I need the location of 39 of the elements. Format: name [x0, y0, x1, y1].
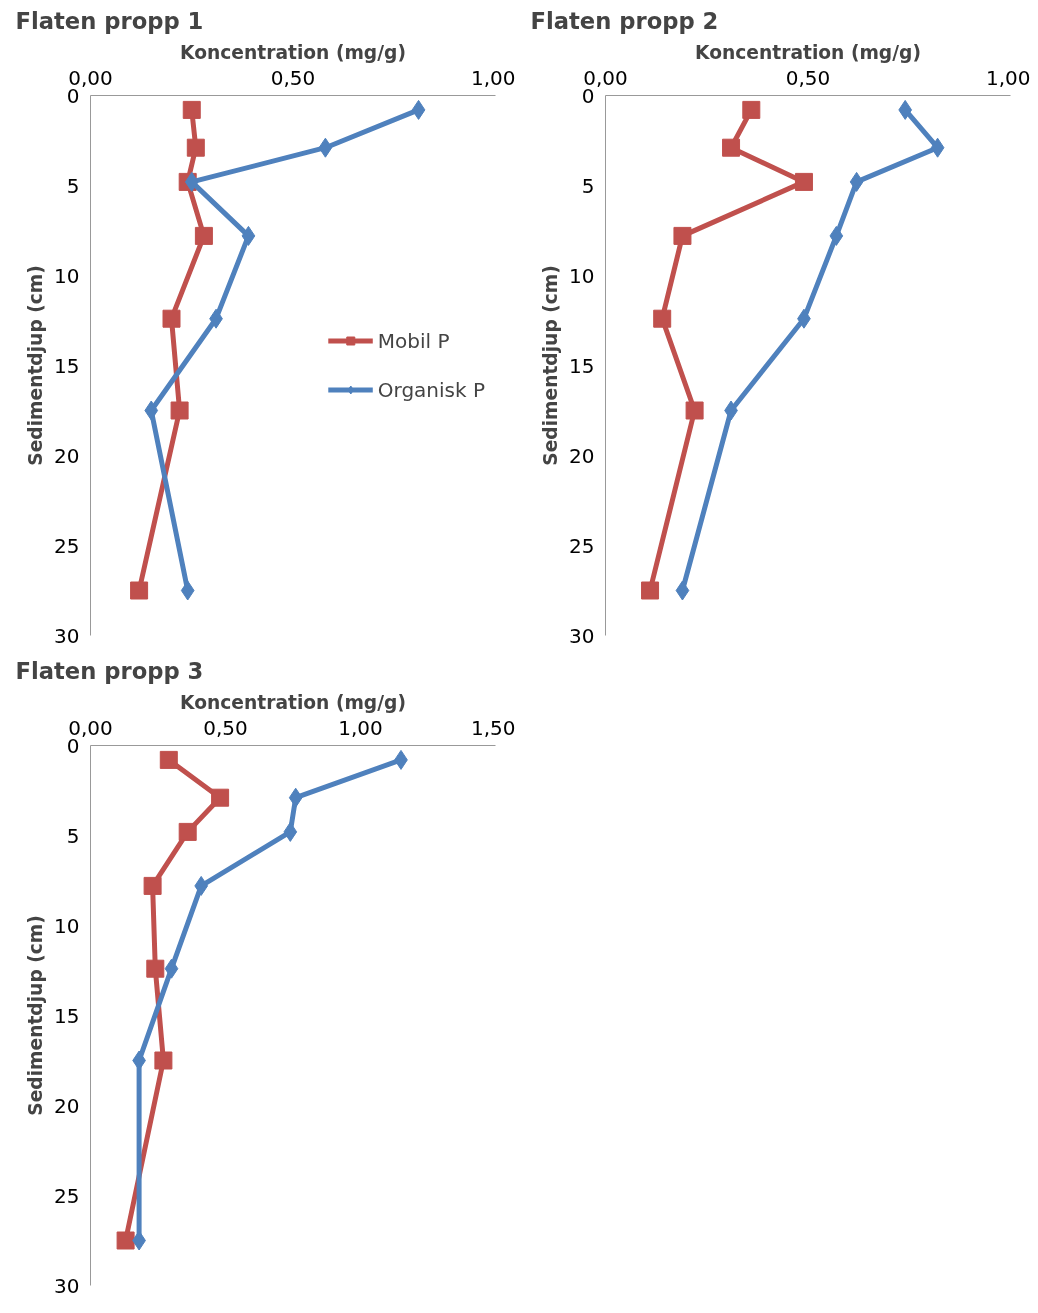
chart-title: Flaten propp 2 [530, 7, 719, 34]
y-tick-label: 5 [66, 823, 80, 848]
y-tick-label: 5 [581, 173, 595, 198]
y-tick-label: 30 [54, 1273, 80, 1298]
y-axis-title: Sedimentdjup (cm) [25, 265, 47, 466]
x-tick-label: 1,00 [985, 65, 1031, 90]
y-tick-label: 15 [569, 353, 595, 378]
y-tick-label: 30 [569, 623, 595, 648]
x-tick-label: 0,50 [203, 715, 248, 740]
y-tick-label: 30 [54, 623, 80, 648]
x-tick-label: 1,00 [338, 715, 383, 740]
y-tick-label: 25 [54, 533, 80, 558]
y-tick-label: 20 [569, 443, 595, 468]
y-tick-label: 15 [54, 353, 80, 378]
y-tick-label: 20 [54, 443, 80, 468]
y-tick-label: 15 [54, 1003, 80, 1028]
y-tick-label: 20 [54, 1093, 80, 1118]
y-tick-label: 25 [54, 1183, 80, 1208]
x-tick-label: 0,00 [68, 715, 113, 740]
y-tick-label: 5 [66, 173, 80, 198]
y-tick-label: 10 [54, 913, 80, 938]
y-tick-label: 10 [569, 263, 595, 288]
y-axis-title: Sedimentdjup (cm) [540, 265, 562, 466]
x-tick-label: 1,50 [470, 715, 516, 740]
legend-label: Mobil P [377, 328, 450, 353]
x-tick-label: 0,00 [583, 65, 628, 90]
x-tick-label: 0,50 [785, 65, 831, 90]
chart-title: Flaten propp 3 [15, 657, 204, 684]
x-tick-label: 1,00 [470, 65, 516, 90]
y-tick-label: 25 [569, 533, 595, 558]
x-axis-title: Koncentration (mg/g) [695, 41, 921, 63]
x-axis-title: Koncentration (mg/g) [180, 41, 406, 63]
legend-label: Organisk P [377, 377, 485, 402]
chart-title: Flaten propp 1 [15, 7, 204, 34]
y-axis-title: Sedimentdjup (cm) [25, 915, 47, 1116]
x-tick-label: 0,50 [270, 65, 316, 90]
x-axis-title: Koncentration (mg/g) [180, 691, 406, 713]
x-tick-label: 0,00 [68, 65, 113, 90]
y-tick-label: 10 [54, 263, 80, 288]
